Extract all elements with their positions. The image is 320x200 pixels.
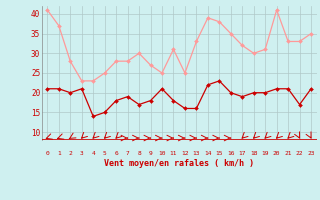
X-axis label: Vent moyen/en rafales ( km/h ): Vent moyen/en rafales ( km/h ) (104, 159, 254, 168)
